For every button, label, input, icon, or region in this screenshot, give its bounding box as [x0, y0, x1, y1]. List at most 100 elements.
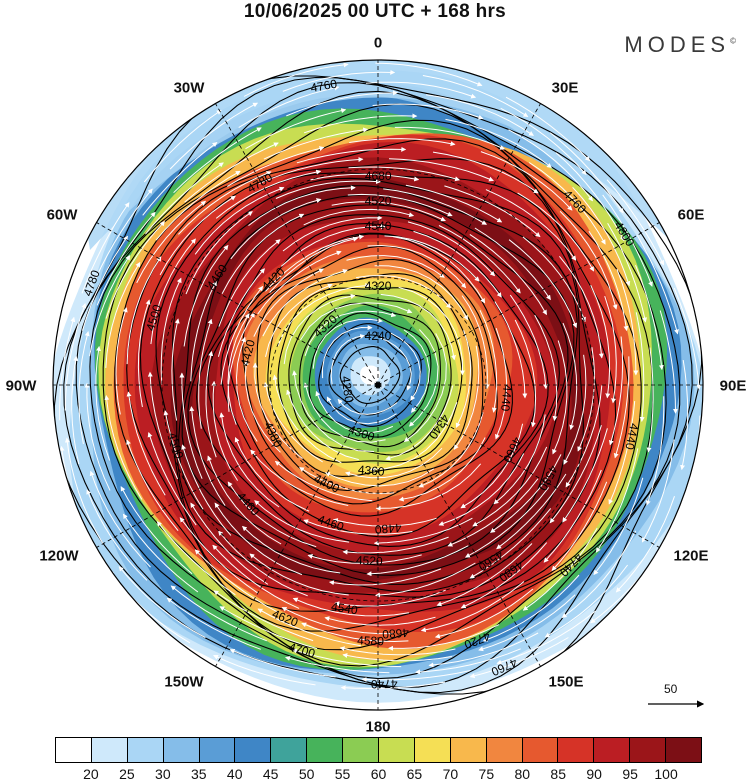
- colorbar-swatch: [127, 738, 164, 762]
- streamline: [169, 102, 259, 170]
- streamline: [104, 394, 143, 500]
- streamline: [283, 293, 356, 365]
- streamline: [227, 312, 255, 412]
- streamline: [326, 396, 397, 425]
- streamline: [190, 502, 269, 585]
- streamline: [275, 179, 381, 199]
- streamline: [194, 186, 285, 255]
- streamline: [286, 90, 399, 117]
- streamline: [241, 525, 341, 574]
- streamline: [461, 295, 490, 390]
- streamline: [163, 410, 204, 510]
- streamline: [403, 329, 430, 413]
- streamline: [301, 622, 409, 643]
- streamline: [170, 585, 267, 642]
- streamline: [227, 481, 317, 548]
- streamline: [249, 553, 349, 596]
- streamline: [394, 126, 506, 150]
- streamline: [565, 385, 603, 488]
- streamline: [646, 347, 654, 453]
- colorbar-swatch: [522, 738, 559, 762]
- colorbar-tick-label: 95: [622, 766, 638, 782]
- streamline: [321, 325, 373, 379]
- streamline: [577, 347, 596, 452]
- streamline: [142, 141, 218, 216]
- streamline: [334, 589, 446, 607]
- contour-label: 4440: [622, 422, 641, 451]
- streamline: [105, 220, 165, 319]
- contour-label: 4580: [357, 633, 384, 648]
- streamline: [392, 236, 486, 304]
- streamline: [181, 444, 232, 536]
- streamline: [413, 230, 502, 298]
- lon-label-180: 180: [365, 718, 391, 736]
- streamline: [616, 268, 639, 376]
- height-contour: [288, 294, 452, 456]
- brand-logo: MODES©: [624, 32, 736, 58]
- streamline: [277, 283, 371, 347]
- streamline: [214, 502, 303, 576]
- streamline: [299, 302, 413, 341]
- lon-label-30e: 30E: [551, 79, 579, 97]
- colorbar-swatch: [235, 738, 272, 762]
- height-contour: [196, 214, 560, 556]
- streamline: [460, 542, 548, 609]
- streamline: [508, 239, 578, 329]
- streamline: [122, 513, 199, 593]
- streamline: [380, 337, 412, 391]
- colorbar-tick-label: 20: [83, 766, 99, 782]
- streamline: [514, 319, 537, 428]
- parallel-line: [269, 276, 487, 494]
- streamline: [495, 328, 508, 440]
- colorbar-tick-label: 60: [370, 766, 387, 782]
- streamline: [365, 81, 477, 99]
- streamline: [346, 255, 445, 278]
- colorbar-tick-label: 80: [514, 766, 531, 782]
- streamline: [331, 201, 446, 222]
- streamline: [330, 334, 366, 385]
- streamline: [332, 517, 437, 527]
- streamline: [207, 455, 282, 545]
- colorbar-swatch: [630, 738, 667, 762]
- streamline: [482, 574, 580, 642]
- streamline: [230, 198, 322, 260]
- height-contour: [277, 287, 463, 463]
- streamline: [383, 188, 488, 225]
- streamline: [245, 108, 347, 150]
- streamline: [96, 211, 156, 306]
- streamline: [265, 234, 365, 292]
- lon-label-60e: 60E: [677, 206, 705, 224]
- streamline: [464, 487, 550, 558]
- wind-streamlines: [59, 62, 702, 691]
- streamline: [469, 637, 569, 679]
- streamline: [212, 544, 300, 609]
- streamline: [375, 62, 483, 87]
- contour-label: 4540: [365, 219, 392, 233]
- streamline: [385, 385, 454, 461]
- streamline: [344, 447, 443, 479]
- streamline: [348, 166, 461, 182]
- streamline: [361, 670, 471, 682]
- streamline: [635, 265, 664, 371]
- streamline: [432, 151, 539, 194]
- streamline: [480, 151, 573, 211]
- meridian-line: [215, 103, 379, 386]
- streamline: [205, 350, 217, 458]
- meridian-line: [377, 103, 541, 386]
- streamline: [552, 340, 568, 455]
- streamline: [59, 316, 76, 421]
- streamline: [78, 330, 90, 445]
- colorbar-swatch: [56, 738, 92, 762]
- streamline: [218, 530, 308, 597]
- streamline: [606, 179, 665, 266]
- colorbar-tick-label: 30: [155, 766, 171, 782]
- streamline: [190, 280, 217, 382]
- colorbar-swatch: [594, 738, 631, 762]
- streamline: [390, 332, 421, 401]
- streamline: [559, 210, 618, 310]
- streamline: [369, 402, 458, 472]
- streamline: [150, 238, 196, 345]
- streamline: [409, 329, 439, 427]
- streamline: [281, 607, 393, 635]
- streamline: [505, 96, 591, 162]
